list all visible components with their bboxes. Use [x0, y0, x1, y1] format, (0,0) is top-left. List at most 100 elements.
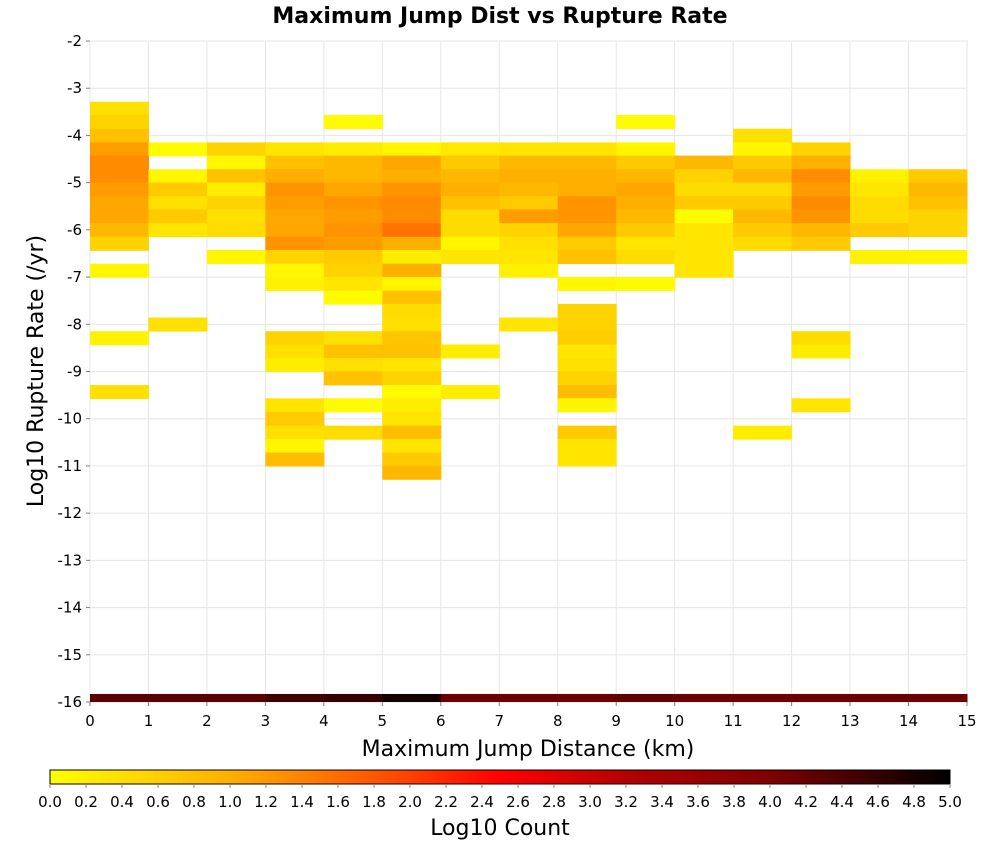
- y-tick-label: -10: [58, 410, 83, 428]
- x-axis-label: Maximum Jump Distance (km): [362, 737, 695, 762]
- heatmap-cell: [265, 196, 325, 211]
- heatmap-cell: [733, 128, 793, 143]
- x-tick-label: 3: [261, 712, 271, 730]
- y-tick-label: -6: [67, 221, 82, 239]
- heatmap-cell: [616, 169, 676, 184]
- colorbar-ticks: 0.0 0.2 0.4 0.6 0.8 1.0 1.2 1.4 1.6 1.8 2.0 2.2 2.4 2…: [38, 784, 962, 811]
- heatmap-cell: [557, 169, 617, 184]
- heatmap-cell: [265, 331, 325, 346]
- heatmap-cell: [440, 344, 500, 359]
- x-axis-ticks: 0 1 2 3 4 5 6 7 8 9 10 11 12 13 14 15: [85, 702, 977, 730]
- heatmap-cell: [90, 331, 149, 346]
- colorbar-tick-label: 0.8: [182, 793, 206, 811]
- heatmap-cell: [791, 223, 851, 238]
- heatmap-cell: [90, 169, 149, 184]
- heatmap-cell: [265, 142, 325, 157]
- heatmap-cell: [791, 209, 851, 224]
- x-tick-label: 6: [436, 712, 446, 730]
- heatmap-cell: [557, 331, 617, 346]
- heatmap-cell: [499, 317, 559, 332]
- heatmap-cell: [557, 693, 617, 702]
- heatmap-cell: [90, 155, 149, 170]
- heatmap-cell: [674, 223, 734, 238]
- colorbar-tick-label: 4.0: [758, 793, 782, 811]
- colorbar-tick-label: 1.4: [290, 793, 314, 811]
- heatmap-cell: [557, 196, 617, 211]
- colorbar-tick-label: 3.4: [650, 793, 674, 811]
- heatmap-cell: [323, 371, 383, 386]
- heatmap-cell: [323, 223, 383, 238]
- heatmap-cell: [499, 250, 559, 265]
- heatmap-cell: [382, 209, 442, 224]
- x-tick-label: 10: [665, 712, 684, 730]
- heatmap-cell: [616, 209, 676, 224]
- heatmap-cell: [148, 196, 208, 211]
- heatmap-cell: [908, 693, 968, 702]
- y-axis-label: Log10 Rupture Rate (/yr): [24, 235, 49, 507]
- heatmap-cell: [382, 223, 442, 238]
- colorbar-label: Log10 Count: [430, 816, 570, 841]
- colorbar-tick-label: 2.6: [506, 793, 530, 811]
- heatmap-cell: [499, 196, 559, 211]
- heatmap-cell: [791, 196, 851, 211]
- heatmap-cell: [265, 263, 325, 278]
- x-tick-label: 8: [553, 712, 563, 730]
- colorbar-tick-label: 2.8: [542, 793, 566, 811]
- heatmap-cell: [733, 209, 793, 224]
- heatmap-cell: [265, 209, 325, 224]
- x-tick-label: 14: [899, 712, 918, 730]
- heatmap-cell: [382, 425, 442, 440]
- heatmap-cell: [733, 236, 793, 251]
- y-tick-label: -14: [58, 599, 83, 617]
- x-tick-label: 5: [378, 712, 388, 730]
- heatmap-cell: [148, 223, 208, 238]
- heatmap-cell: [90, 263, 149, 278]
- colorbar-tick-label: 3.8: [722, 793, 746, 811]
- heatmap-cell: [206, 209, 266, 224]
- heatmap-cell: [382, 303, 442, 318]
- heatmap-cell: [382, 290, 442, 305]
- heatmap-cell: [382, 236, 442, 251]
- x-tick-label: 9: [611, 712, 621, 730]
- heatmap-cell: [323, 196, 383, 211]
- heatmap-cell: [850, 196, 910, 211]
- heatmap-cell: [908, 196, 968, 211]
- heatmap-cell: [674, 169, 734, 184]
- colorbar-tick-label: 1.6: [326, 793, 350, 811]
- heatmap-cell: [616, 236, 676, 251]
- heatmap-cell: [90, 693, 149, 702]
- heatmap-cell: [323, 344, 383, 359]
- colorbar-tick-label: 5.0: [938, 793, 962, 811]
- heatmap-cell: [733, 196, 793, 211]
- heatmap-cell: [265, 398, 325, 413]
- heatmap-cell: [323, 209, 383, 224]
- y-tick-label: -5: [67, 174, 82, 192]
- heatmap-cell: [382, 465, 442, 480]
- heatmap-cell: [440, 182, 500, 197]
- heatmap-cell: [440, 223, 500, 238]
- colorbar-tick-label: 4.4: [830, 793, 854, 811]
- heatmap-cell: [382, 452, 442, 467]
- heatmap-cell: [265, 250, 325, 265]
- heatmap-cell: [557, 209, 617, 224]
- heatmap-cell: [674, 182, 734, 197]
- heatmap-cell: [440, 693, 500, 702]
- heatmap-cell: [791, 142, 851, 157]
- heatmap-cell: [265, 425, 325, 440]
- heatmap-cells: [90, 101, 968, 702]
- y-tick-label: -7: [67, 268, 82, 286]
- heatmap-cell: [733, 223, 793, 238]
- heatmap-cell: [499, 142, 559, 157]
- heatmap-cell: [382, 317, 442, 332]
- heatmap-cell: [265, 693, 325, 702]
- heatmap-cell: [557, 142, 617, 157]
- heatmap-cell: [90, 209, 149, 224]
- heatmap-cell: [382, 344, 442, 359]
- x-tick-label: 13: [841, 712, 860, 730]
- colorbar-tick-label: 1.8: [362, 793, 386, 811]
- heatmap-cell: [265, 344, 325, 359]
- heatmap-cell: [323, 693, 383, 702]
- x-tick-label: 12: [782, 712, 801, 730]
- heatmap-cell: [323, 358, 383, 373]
- heatmap-cell: [382, 331, 442, 346]
